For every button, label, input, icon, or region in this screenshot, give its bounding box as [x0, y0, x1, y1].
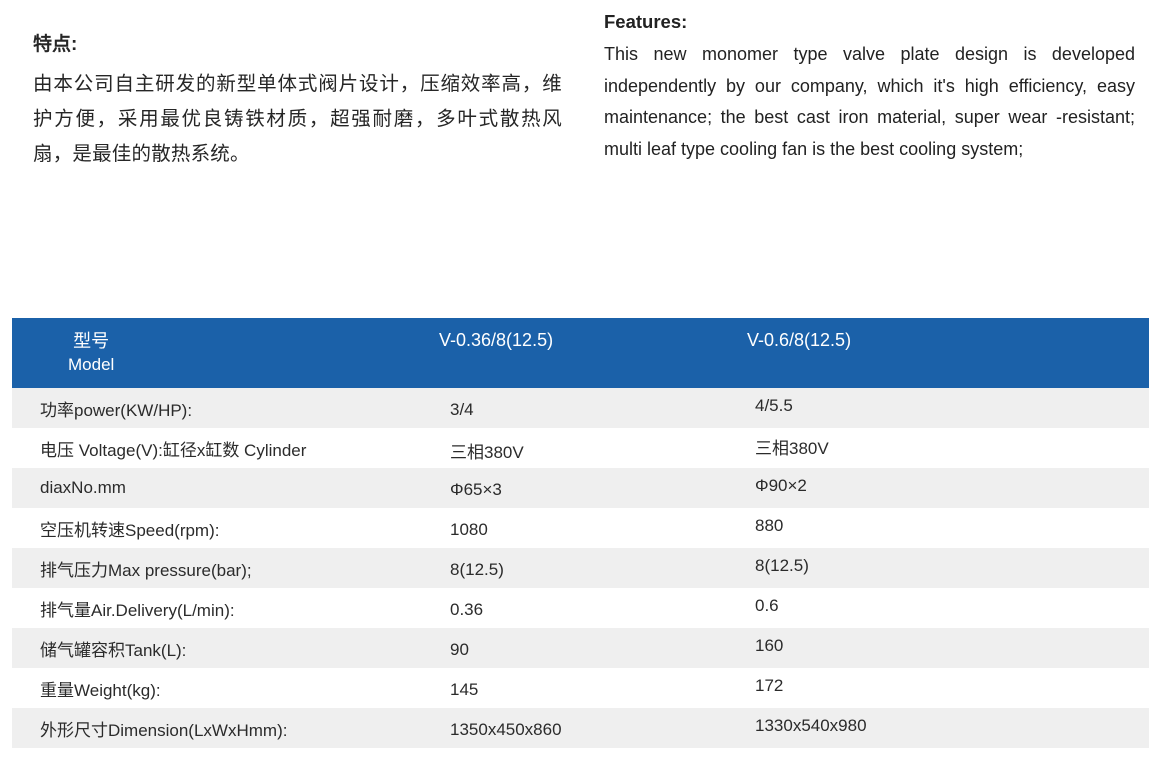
header-model-en: Model	[68, 355, 115, 374]
row-value-2: 三相380V	[755, 438, 829, 458]
features-title-cn: 特点:	[33, 34, 78, 55]
row-value-2: 1330x540x980	[755, 716, 867, 735]
row-value-2: Φ90×2	[755, 476, 807, 495]
row-label: diaxNo.mm	[40, 478, 126, 497]
row-value-1: 1350x450x860	[450, 720, 562, 739]
table-row-dimension: 外形尺寸Dimension(LxWxHmm): 1350x450x860 133…	[12, 708, 1149, 748]
row-value-1: 0.36	[450, 600, 484, 619]
table-row-power: 功率power(KW/HP): 3/4 4/5.5	[12, 388, 1149, 428]
table-row-max-pressure: 排气压力Max pressure(bar); 8(12.5) 8(12.5)	[12, 548, 1149, 588]
row-value-2: 0.6	[755, 596, 779, 615]
row-value-1: 1080	[450, 520, 488, 539]
table-row-weight: 重量Weight(kg): 145 172	[12, 668, 1149, 708]
spec-table-header: 型号 Model V-0.36/8(12.5) V-0.6/8(12.5)	[12, 318, 1149, 388]
spec-table: 型号 Model V-0.36/8(12.5) V-0.6/8(12.5) 功率…	[12, 318, 1149, 748]
row-value-1: 3/4	[450, 400, 474, 419]
header-model-label: 型号 Model	[68, 329, 114, 377]
row-value-2: 880	[755, 516, 784, 535]
row-label: 功率power(KW/HP):	[40, 400, 193, 420]
table-row-speed: 空压机转速Speed(rpm): 1080 880	[12, 508, 1149, 548]
row-value-2: 8(12.5)	[755, 556, 809, 575]
table-row-air-delivery: 排气量Air.Delivery(L/min): 0.36 0.6	[12, 588, 1149, 628]
header-model-v06: V-0.6/8(12.5)	[747, 330, 852, 350]
row-label: 电压 Voltage(V):缸径x缸数 Cylinder	[40, 440, 307, 460]
header-model-cn: 型号	[73, 331, 110, 351]
header-model-cell: 型号 Model	[12, 318, 450, 388]
table-row-cylinder-dia: diaxNo.mm Φ65×3 Φ90×2	[12, 468, 1149, 508]
row-label: 外形尺寸Dimension(LxWxHmm):	[40, 720, 288, 740]
row-value-1: 90	[450, 640, 469, 659]
header-model-v036: V-0.36/8(12.5)	[439, 330, 554, 350]
row-value-1: 8(12.5)	[450, 560, 504, 579]
row-value-2: 172	[755, 676, 784, 695]
row-label: 排气压力Max pressure(bar);	[40, 560, 252, 580]
features-section-cn: 特点: 由本公司自主研发的新型单体式阀片设计，压缩效率高，维护方便，采用最优良铸…	[33, 32, 562, 172]
row-value-1: 145	[450, 680, 479, 699]
row-value-1: 三相380V	[450, 442, 524, 462]
row-label: 排气量Air.Delivery(L/min):	[40, 600, 235, 620]
table-row-voltage: 电压 Voltage(V):缸径x缸数 Cylinder 三相380V 三相38…	[12, 428, 1149, 468]
features-body-cn: 由本公司自主研发的新型单体式阀片设计，压缩效率高，维护方便，采用最优良铸铁材质，…	[33, 73, 562, 165]
row-value-2: 160	[755, 636, 784, 655]
table-row-tank: 储气罐容积Tank(L): 90 160	[12, 628, 1149, 668]
row-label: 空压机转速Speed(rpm):	[40, 520, 220, 540]
row-label: 储气罐容积Tank(L):	[40, 640, 187, 660]
row-value-1: Φ65×3	[450, 480, 502, 499]
features-body-en: This new monomer type valve plate design…	[604, 44, 1135, 159]
row-label: 重量Weight(kg):	[40, 680, 161, 700]
row-value-2: 4/5.5	[755, 396, 793, 415]
features-section-en: Features: This new monomer type valve pl…	[604, 8, 1135, 165]
features-title-en: Features:	[604, 11, 688, 32]
